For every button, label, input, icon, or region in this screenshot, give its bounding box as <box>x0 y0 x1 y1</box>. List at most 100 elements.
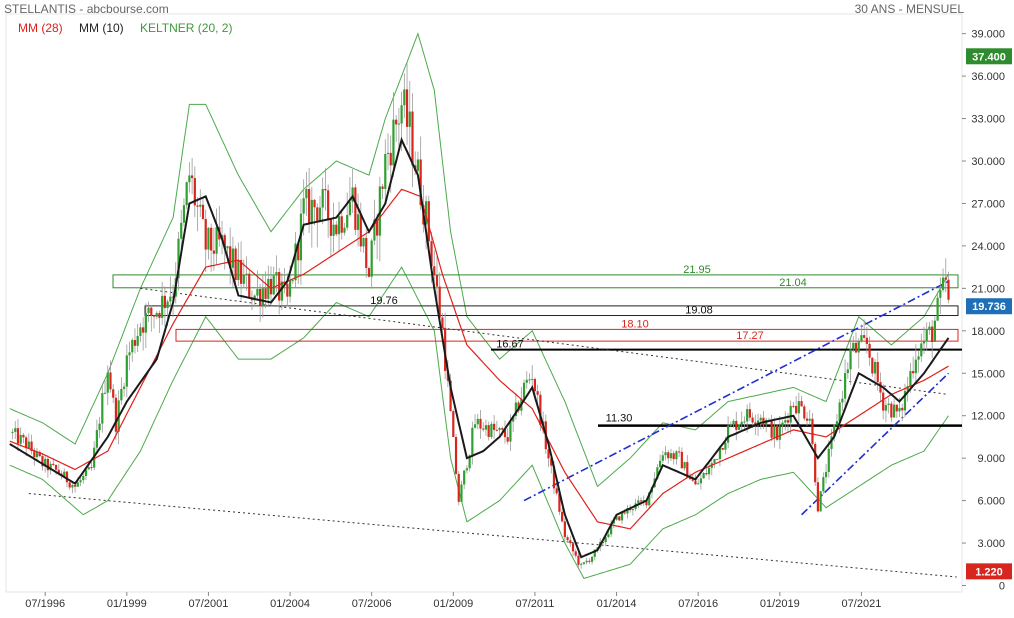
candle-body <box>833 424 836 437</box>
candle-body <box>272 275 275 295</box>
candle-body <box>648 492 651 506</box>
candle-body <box>936 297 939 321</box>
candle-body <box>337 216 341 235</box>
candle-body <box>884 405 888 411</box>
candle-body <box>392 119 395 166</box>
candle-body <box>136 335 139 346</box>
candle-body <box>838 402 841 422</box>
candle-body <box>44 458 47 467</box>
candle-body <box>427 201 430 242</box>
candle-body <box>686 462 689 478</box>
candle-body <box>408 111 411 127</box>
candle-body <box>816 482 819 512</box>
candle-body <box>424 201 428 225</box>
candle-body <box>253 295 256 301</box>
candle-body <box>226 246 229 249</box>
candle-body <box>90 467 93 469</box>
candle-body <box>376 219 379 236</box>
candle-body <box>808 418 811 421</box>
candle-body <box>947 279 950 300</box>
candle-body <box>400 105 403 124</box>
candle-body <box>683 462 686 469</box>
candle-body <box>362 237 365 247</box>
candle-body <box>702 473 705 479</box>
y-tick-label: 12.000 <box>971 411 1005 423</box>
legend-keltner: KELTNER (20, 2) <box>140 21 233 35</box>
candle-body <box>506 437 509 442</box>
candle-body <box>517 402 520 411</box>
candle-body <box>775 425 779 440</box>
candle-body <box>882 392 885 411</box>
candle-body <box>348 201 352 216</box>
candle-body <box>729 424 732 426</box>
y-tick-label: 6.000 <box>977 496 1005 508</box>
candle-body <box>626 508 629 514</box>
candle-body <box>914 359 917 374</box>
candle-body <box>95 430 98 448</box>
candle-body <box>41 456 44 467</box>
candle-body <box>558 493 561 512</box>
candle-body <box>656 467 659 479</box>
candle-body <box>661 455 664 461</box>
candle-body <box>433 266 436 276</box>
y-tick-label: 18.000 <box>971 326 1005 338</box>
candle-body <box>318 207 322 221</box>
candle-body <box>871 357 874 374</box>
candle-body <box>751 417 754 423</box>
candle-body <box>365 237 368 269</box>
chart-title: STELLANTIS - abcbourse.com <box>4 2 169 16</box>
candle-body <box>188 175 191 183</box>
legend-mm28: MM (28) <box>18 21 63 35</box>
candle-body <box>405 89 409 127</box>
candle-body <box>297 243 300 261</box>
candle-body <box>569 540 572 544</box>
candle-body <box>114 397 118 432</box>
candle-body <box>865 337 868 344</box>
candle-body <box>895 404 898 412</box>
candle-body <box>269 278 273 295</box>
candle-body <box>580 563 583 565</box>
candle-body <box>857 341 860 353</box>
candle-body <box>120 388 123 401</box>
level-label: 19.76 <box>370 295 398 307</box>
candle-body <box>125 355 128 387</box>
last-price-tag: 19.736 <box>972 301 1006 313</box>
candle-body <box>582 562 586 564</box>
level-label: 21.95 <box>683 264 711 276</box>
candle-body <box>11 431 14 433</box>
candle-body <box>38 451 41 457</box>
candle-body <box>759 417 762 421</box>
candle-body <box>191 175 194 179</box>
candle-body <box>716 459 719 461</box>
candle-body <box>688 477 692 480</box>
candle-body <box>473 424 477 428</box>
candle-body <box>122 386 126 389</box>
candle-body <box>63 471 66 477</box>
candle-body <box>615 516 618 520</box>
candle-body <box>522 382 526 399</box>
candle-body <box>863 335 866 338</box>
resistance-zone-green <box>112 274 959 289</box>
candle-body <box>302 198 305 214</box>
candle-body <box>786 420 790 423</box>
candle-body <box>555 488 558 494</box>
candle-body <box>27 441 30 449</box>
candle-body <box>463 470 466 485</box>
resistance-zone-red <box>175 328 959 342</box>
candle-body <box>207 227 210 250</box>
candle-body <box>735 420 738 430</box>
candle-body <box>563 521 566 538</box>
candle-body <box>631 508 634 511</box>
candle-body <box>98 423 101 431</box>
candle-body <box>642 500 645 502</box>
legend-mm10: MM (10) <box>79 21 124 35</box>
trendline-1 <box>140 287 949 395</box>
candle-body <box>590 556 594 562</box>
candle-body <box>163 295 166 308</box>
candle-body <box>909 371 912 387</box>
candles-group <box>11 62 950 570</box>
candle-body <box>30 441 33 452</box>
candle-body <box>82 475 85 481</box>
candle-body <box>672 453 675 460</box>
